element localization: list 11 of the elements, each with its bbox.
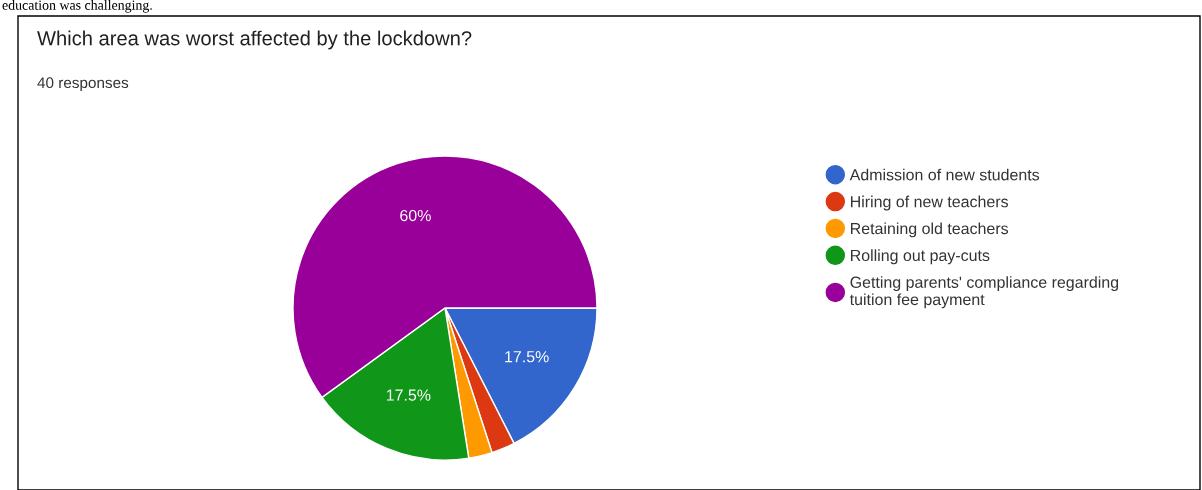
legend-label: Retaining old teachers <box>850 222 1009 238</box>
text: education was challenging. <box>2 0 152 13</box>
legend-label: Rolling out pay-cuts <box>850 249 990 265</box>
legend-label: Hiring of new teachers <box>850 195 1009 211</box>
data-label: 17.5% <box>386 389 431 401</box>
chart-title: Which area was worst affected by the lockdown? <box>37 30 472 50</box>
data-label: 17.5% <box>505 351 549 363</box>
legend-label: Admission of new students <box>849 168 1040 181</box>
data-label: 60% <box>400 209 431 222</box>
text: 40 responses <box>37 77 129 92</box>
legend-label: Getting parents' compliance regarding tuition fee payment <box>849 276 1119 309</box>
